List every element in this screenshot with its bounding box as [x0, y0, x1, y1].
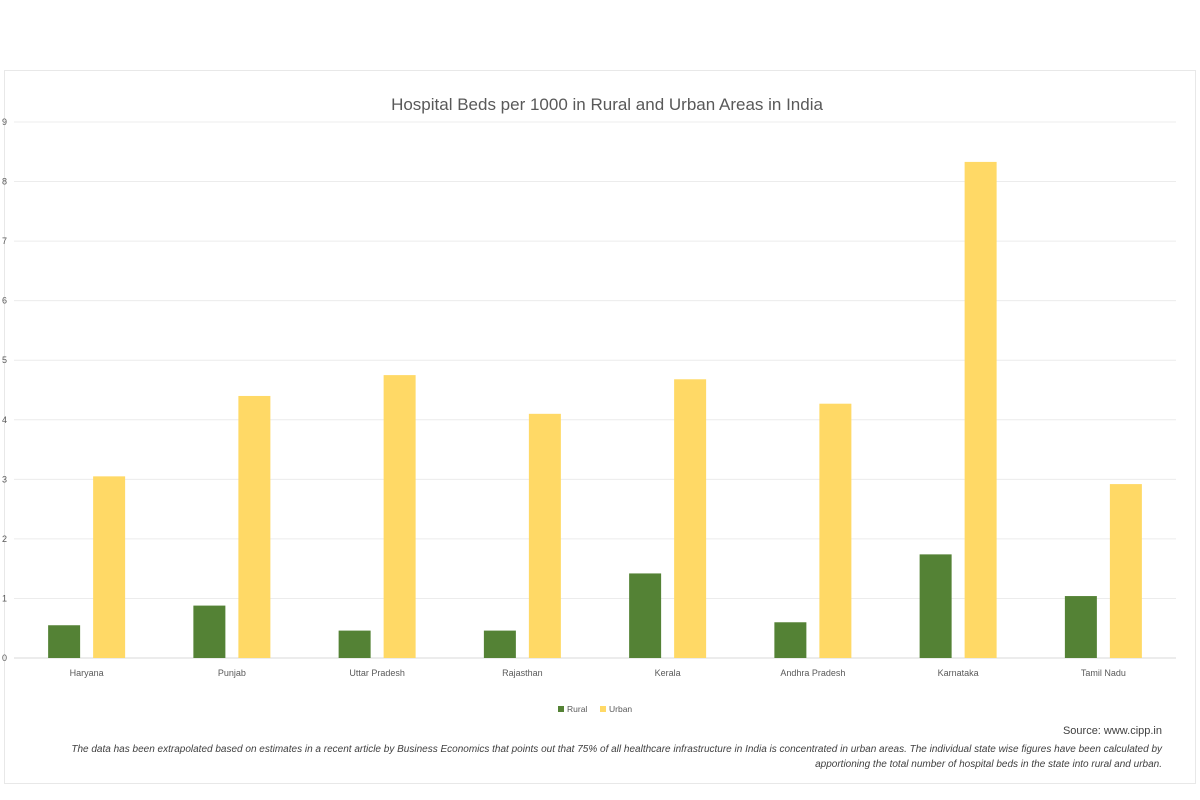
bar-urban-punjab [238, 395, 271, 658]
x-tick-label: Punjab [218, 668, 246, 678]
chart-frame [4, 70, 1196, 784]
y-axis-ticks: 0 1 2 3 4 5 6 7 8 9 [2, 117, 7, 663]
bar-urban-tamil-nadu [1109, 484, 1142, 658]
x-tick-label: Kerala [655, 668, 681, 678]
y-tick-label: 6 [2, 296, 7, 306]
y-tick-label: 3 [2, 474, 7, 484]
y-tick-label: 7 [2, 236, 7, 246]
legend: Rural Urban [558, 704, 632, 714]
chart-title: Hospital Beds per 1000 in Rural and Urba… [391, 95, 823, 114]
x-tick-label: Rajasthan [502, 668, 543, 678]
legend-swatch-rural [558, 706, 564, 712]
bar-urban-haryana [93, 476, 126, 658]
x-tick-label: Haryana [70, 668, 104, 678]
source-text: Source: www.cipp.in [1062, 725, 1162, 737]
legend-label-rural: Rural [567, 704, 587, 714]
x-tick-label: Tamil Nadu [1081, 668, 1126, 678]
footnote-text: The data has been extrapolated based on … [71, 744, 1162, 770]
bar-rural-haryana [48, 625, 81, 658]
bar-rural-uttar-pradesh [338, 630, 371, 658]
legend-label-urban: Urban [609, 704, 632, 714]
bar-rural-andhra-pradesh [774, 622, 807, 658]
x-axis-ticks: Haryana Punjab Uttar Pradesh Rajasthan Keral… [70, 668, 1126, 678]
gridlines [14, 121, 1176, 659]
y-tick-label: 0 [2, 653, 7, 663]
y-tick-label: 4 [2, 415, 7, 425]
bar-rural-rajasthan [483, 630, 516, 658]
y-tick-label: 5 [2, 355, 7, 365]
bars [48, 161, 1142, 658]
y-tick-label: 8 [2, 177, 7, 187]
bar-rural-tamil-nadu [1064, 596, 1097, 658]
y-tick-label: 2 [2, 534, 7, 544]
bar-urban-andhra-pradesh [819, 403, 852, 658]
legend-swatch-urban [600, 706, 606, 712]
bar-urban-karnataka [964, 161, 997, 658]
bar-rural-punjab [193, 605, 226, 658]
x-tick-label: Karnataka [938, 668, 979, 678]
bar-urban-kerala [674, 379, 707, 658]
bar-urban-uttar-pradesh [383, 375, 416, 658]
y-tick-label: 9 [2, 117, 7, 127]
x-tick-label: Andhra Pradesh [780, 668, 845, 678]
y-tick-label: 1 [2, 593, 7, 603]
bar-rural-karnataka [919, 554, 952, 658]
bar-urban-rajasthan [528, 413, 561, 658]
bar-rural-kerala [629, 573, 662, 658]
x-tick-label: Uttar Pradesh [349, 668, 405, 678]
